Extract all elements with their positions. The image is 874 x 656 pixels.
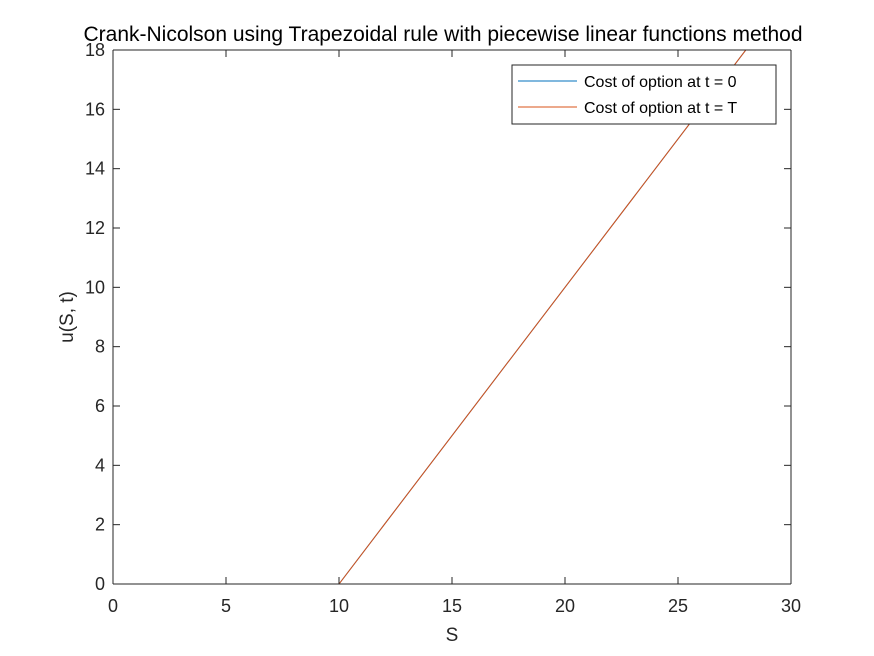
series-line-2 xyxy=(113,50,747,584)
y-tick-label: 10 xyxy=(85,277,105,297)
plot-area xyxy=(113,50,791,584)
y-tick-label: 8 xyxy=(95,337,105,357)
x-tick-label: 5 xyxy=(221,596,231,616)
tick-marks xyxy=(112,49,792,585)
legend-label-2: Cost of option at t = T xyxy=(584,100,737,117)
plot-background xyxy=(113,50,791,584)
x-tick-label: 20 xyxy=(555,596,575,616)
x-axis-label: S xyxy=(446,625,459,646)
y-tick-label: 14 xyxy=(85,159,105,179)
y-tick-label: 4 xyxy=(95,455,105,475)
x-tick-label: 15 xyxy=(442,596,462,616)
x-tick-label: 30 xyxy=(781,596,801,616)
series-layer xyxy=(113,50,747,584)
tick-labels: 0 5 10 15 20 25 30 0 2 4 6 8 10 12 14 16 18 xyxy=(85,40,801,616)
y-tick-label: 12 xyxy=(85,218,105,238)
x-tick-label: 0 xyxy=(108,596,118,616)
y-tick-label: 2 xyxy=(95,515,105,535)
legend-label-1: Cost of option at t = 0 xyxy=(584,74,737,91)
y-tick-label: 0 xyxy=(95,574,105,594)
y-tick-label: 6 xyxy=(95,396,105,416)
y-axis-label: u(S, t) xyxy=(57,291,78,343)
y-tick-label: 18 xyxy=(85,40,105,60)
y-tick-label: 16 xyxy=(85,99,105,119)
chart-title: Crank-Nicolson using Trapezoidal rule wi… xyxy=(83,23,802,46)
x-tick-label: 10 xyxy=(329,596,349,616)
x-tick-label: 25 xyxy=(668,596,688,616)
legend-box xyxy=(511,64,777,125)
legend[interactable]: Cost of option at t = 0 Cost of option at… xyxy=(511,64,777,125)
